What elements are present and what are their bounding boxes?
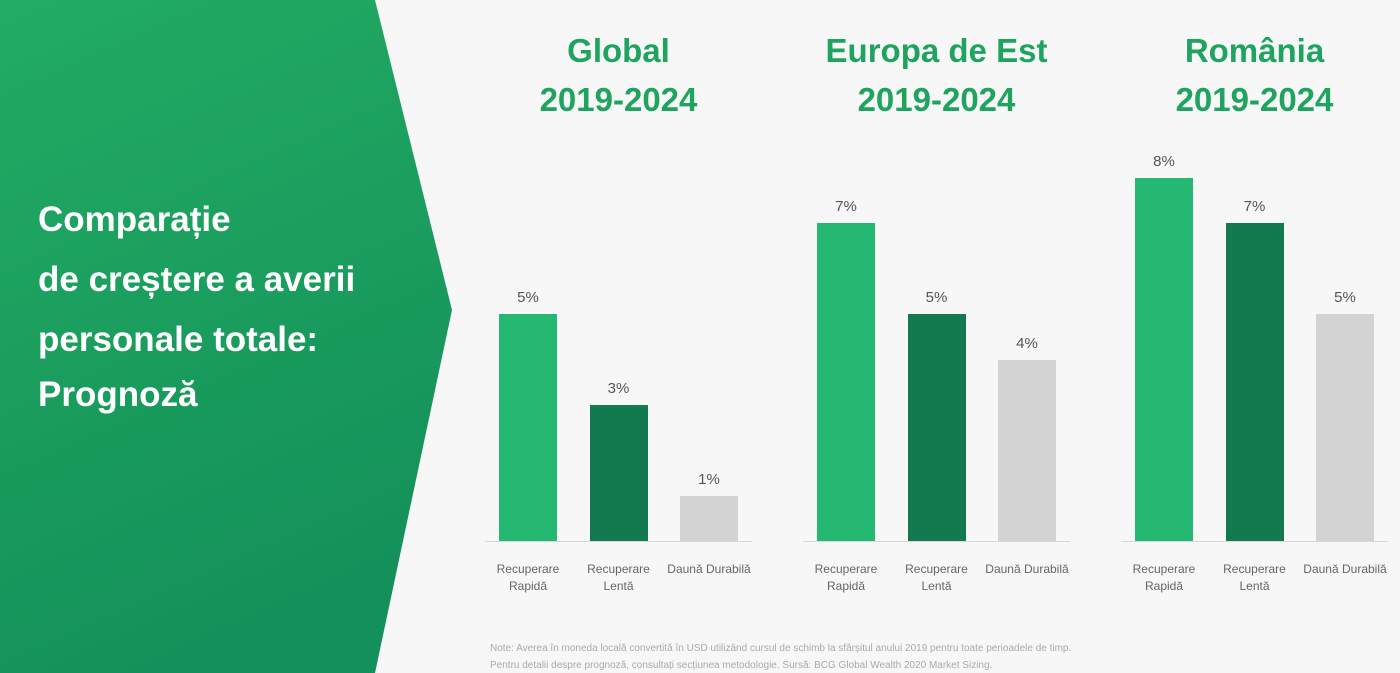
- value-label: 5%: [1334, 289, 1356, 307]
- bar: [1316, 314, 1374, 541]
- value-label: 3%: [607, 379, 630, 397]
- note: Pentru detalii despre prognoză, consulta…: [490, 660, 993, 671]
- heading-line: Prognoză: [38, 375, 198, 414]
- panel-title: Global: [567, 32, 670, 69]
- category-label: Daună Durabilă: [1303, 562, 1387, 576]
- category-label: Recuperare Rapidă: [496, 562, 560, 593]
- value-label: 4%: [1016, 334, 1038, 352]
- baseline: [1121, 541, 1388, 542]
- panel-subtitle: 2019-2024: [1175, 81, 1334, 118]
- panel-title: România: [1184, 32, 1325, 69]
- baseline: [485, 541, 752, 542]
- note: Note: Averea în moneda locală convertită…: [490, 643, 1072, 654]
- category-label: Recuperare Rapidă: [814, 562, 878, 593]
- value-label: 1%: [698, 470, 720, 488]
- bar: [499, 314, 557, 541]
- category-label: Recuperare Lentă: [905, 562, 968, 593]
- heading-line: personale totale:: [38, 320, 319, 359]
- heading-line: de creștere a averii: [38, 260, 356, 299]
- panel-title: Europa de Est: [825, 32, 1048, 69]
- value-label: 7%: [1243, 198, 1266, 216]
- baseline: [803, 541, 1070, 542]
- panel-subtitle: 2019-2024: [857, 81, 1016, 118]
- value-label: 5%: [517, 289, 539, 307]
- value-label: 5%: [925, 289, 948, 307]
- panel-subtitle: 2019-2024: [539, 81, 698, 118]
- value-label: 7%: [835, 198, 857, 216]
- category-label: Daună Durabilă: [667, 562, 751, 576]
- category-label: Recuperare Lentă: [587, 562, 650, 593]
- bar: [907, 314, 966, 541]
- category-label: Recuperare Rapidă: [1132, 562, 1196, 593]
- bar: [817, 223, 875, 541]
- value-label: 8%: [1153, 153, 1175, 170]
- category-label: Daună Durabilă: [985, 562, 1069, 576]
- chevron: [0, 0, 452, 673]
- bar: [1135, 178, 1193, 541]
- bar: [680, 495, 738, 541]
- bar: [589, 404, 648, 541]
- category-label: Recuperare Lentă: [1223, 562, 1286, 593]
- bar: [998, 359, 1056, 541]
- heading-line: Comparație: [38, 200, 231, 239]
- bar: [1225, 223, 1284, 541]
